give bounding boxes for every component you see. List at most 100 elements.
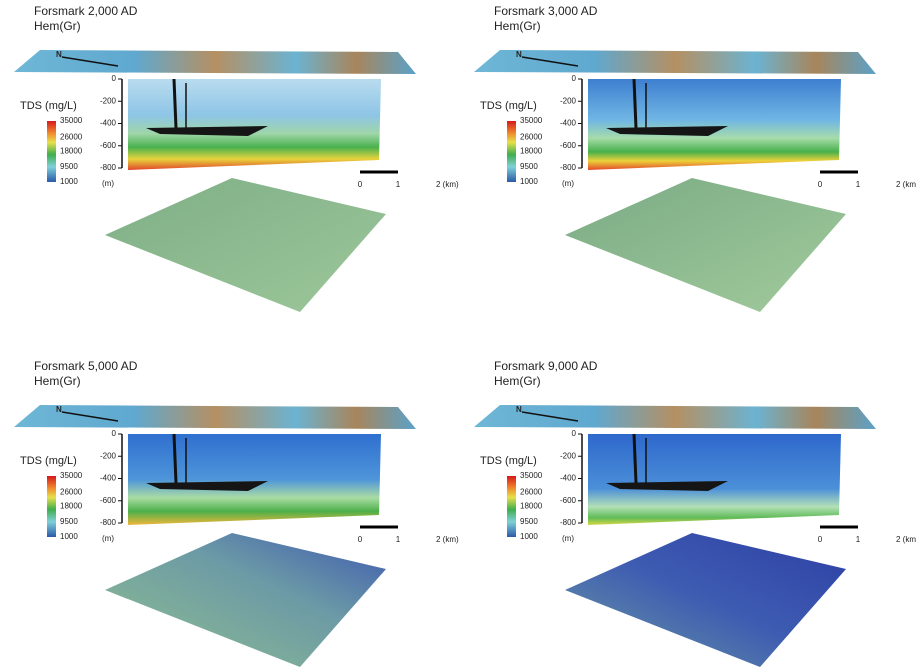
depth-tick-label: 0 (112, 429, 117, 438)
north-label: N (516, 405, 522, 414)
colorbar-tick-label: 9500 (520, 162, 538, 171)
depth-tick-label: 0 (112, 74, 117, 83)
colorbar (507, 121, 516, 182)
depth-unit: (m) (562, 179, 574, 188)
scale-tick-label: 0 (818, 535, 823, 544)
colorbar-tick-label: 1000 (60, 177, 78, 186)
scale-tick-label: 1 (856, 535, 861, 544)
panel-subtitle: Hem(Gr) (34, 19, 81, 33)
north-label: N (516, 50, 522, 59)
colorbar-tick-label: 9500 (60, 162, 78, 171)
colorbar-tick-label: 35000 (60, 116, 83, 125)
cross-section (128, 434, 381, 525)
panel-subtitle: Hem(Gr) (494, 19, 541, 33)
colorbar-tick-label: 26000 (60, 487, 83, 496)
depth-tick-label: -800 (560, 163, 577, 172)
scale-tick-label: 1 (856, 180, 861, 189)
repository (146, 481, 268, 491)
colorbar-tick-label: 1000 (520, 177, 538, 186)
panel-title: Forsmark 2,000 AD (34, 4, 138, 18)
scale-tick-label: 1 (396, 535, 401, 544)
depth-tick-label: -200 (100, 96, 117, 105)
depth-tick-label: -800 (100, 518, 117, 527)
terrain-surface (565, 533, 846, 667)
depth-unit: (m) (562, 534, 574, 543)
scale-tick-label: 2 (km) (436, 535, 459, 544)
repository (146, 126, 268, 136)
colorbar (507, 476, 516, 537)
depth-tick-label: -600 (560, 141, 577, 150)
depth-tick-label: -200 (560, 451, 577, 460)
depth-tick-label: -600 (100, 496, 117, 505)
panel-subtitle: Hem(Gr) (494, 374, 541, 388)
depth-tick-label: -400 (560, 119, 577, 128)
north-label: N (56, 405, 62, 414)
depth-tick-label: -200 (560, 96, 577, 105)
colorbar (47, 121, 56, 182)
depth-unit: (m) (102, 179, 114, 188)
depth-tick-label: -800 (100, 163, 117, 172)
colorbar-label: TDS (mg/L) (480, 455, 537, 467)
colorbar-tick-label: 18000 (60, 147, 83, 156)
depth-tick-label: -400 (560, 474, 577, 483)
colorbar-tick-label: 35000 (520, 116, 543, 125)
colorbar-tick-label: 35000 (520, 471, 543, 480)
colorbar-label: TDS (mg/L) (480, 100, 537, 112)
map-plane (14, 50, 416, 74)
colorbar-tick-label: 35000 (60, 471, 83, 480)
depth-tick-label: 0 (572, 74, 577, 83)
scale-tick-label: 0 (358, 535, 363, 544)
panel-subtitle: Hem(Gr) (34, 374, 81, 388)
colorbar-tick-label: 1000 (60, 532, 78, 541)
scale-tick-label: 2 (km) (896, 180, 916, 189)
north-arrow (61, 411, 119, 422)
repository (606, 126, 728, 136)
scale-tick-label: 2 (km) (436, 180, 459, 189)
panel-title: Forsmark 9,000 AD (494, 359, 598, 373)
depth-tick-label: 0 (572, 429, 577, 438)
depth-tick-label: -600 (100, 141, 117, 150)
scale-tick-label: 0 (358, 180, 363, 189)
colorbar-tick-label: 1000 (520, 532, 538, 541)
colorbar-tick-label: 18000 (520, 147, 543, 156)
colorbar-label: TDS (mg/L) (20, 455, 77, 467)
north-arrow (521, 411, 579, 422)
panel-title: Forsmark 3,000 AD (494, 4, 598, 18)
shaft (172, 78, 178, 129)
colorbar-tick-label: 26000 (520, 487, 543, 496)
cross-section (128, 79, 381, 170)
north-arrow (521, 56, 579, 67)
depth-tick-label: -400 (100, 119, 117, 128)
depth-tick-label: -400 (100, 474, 117, 483)
colorbar-tick-label: 18000 (520, 502, 543, 511)
shaft (172, 433, 178, 484)
map-plane (474, 405, 876, 429)
colorbar-tick-label: 9500 (520, 517, 538, 526)
north-arrow (61, 56, 119, 67)
repository (606, 481, 728, 491)
scale-tick-label: 2 (km) (896, 535, 916, 544)
panel-title: Forsmark 5,000 AD (34, 359, 138, 373)
colorbar-tick-label: 26000 (520, 132, 543, 141)
depth-tick-label: -800 (560, 518, 577, 527)
depth-tick-label: -200 (100, 451, 117, 460)
cross-section (588, 434, 841, 525)
shaft (632, 78, 638, 129)
colorbar-tick-label: 26000 (60, 132, 83, 141)
scale-tick-label: 1 (396, 180, 401, 189)
depth-tick-label: -600 (560, 496, 577, 505)
map-plane (474, 50, 876, 74)
shaft (632, 433, 638, 484)
terrain-surface (105, 533, 386, 667)
cross-section (588, 79, 841, 170)
colorbar (47, 476, 56, 537)
map-plane (14, 405, 416, 429)
colorbar-tick-label: 18000 (60, 502, 83, 511)
north-label: N (56, 50, 62, 59)
